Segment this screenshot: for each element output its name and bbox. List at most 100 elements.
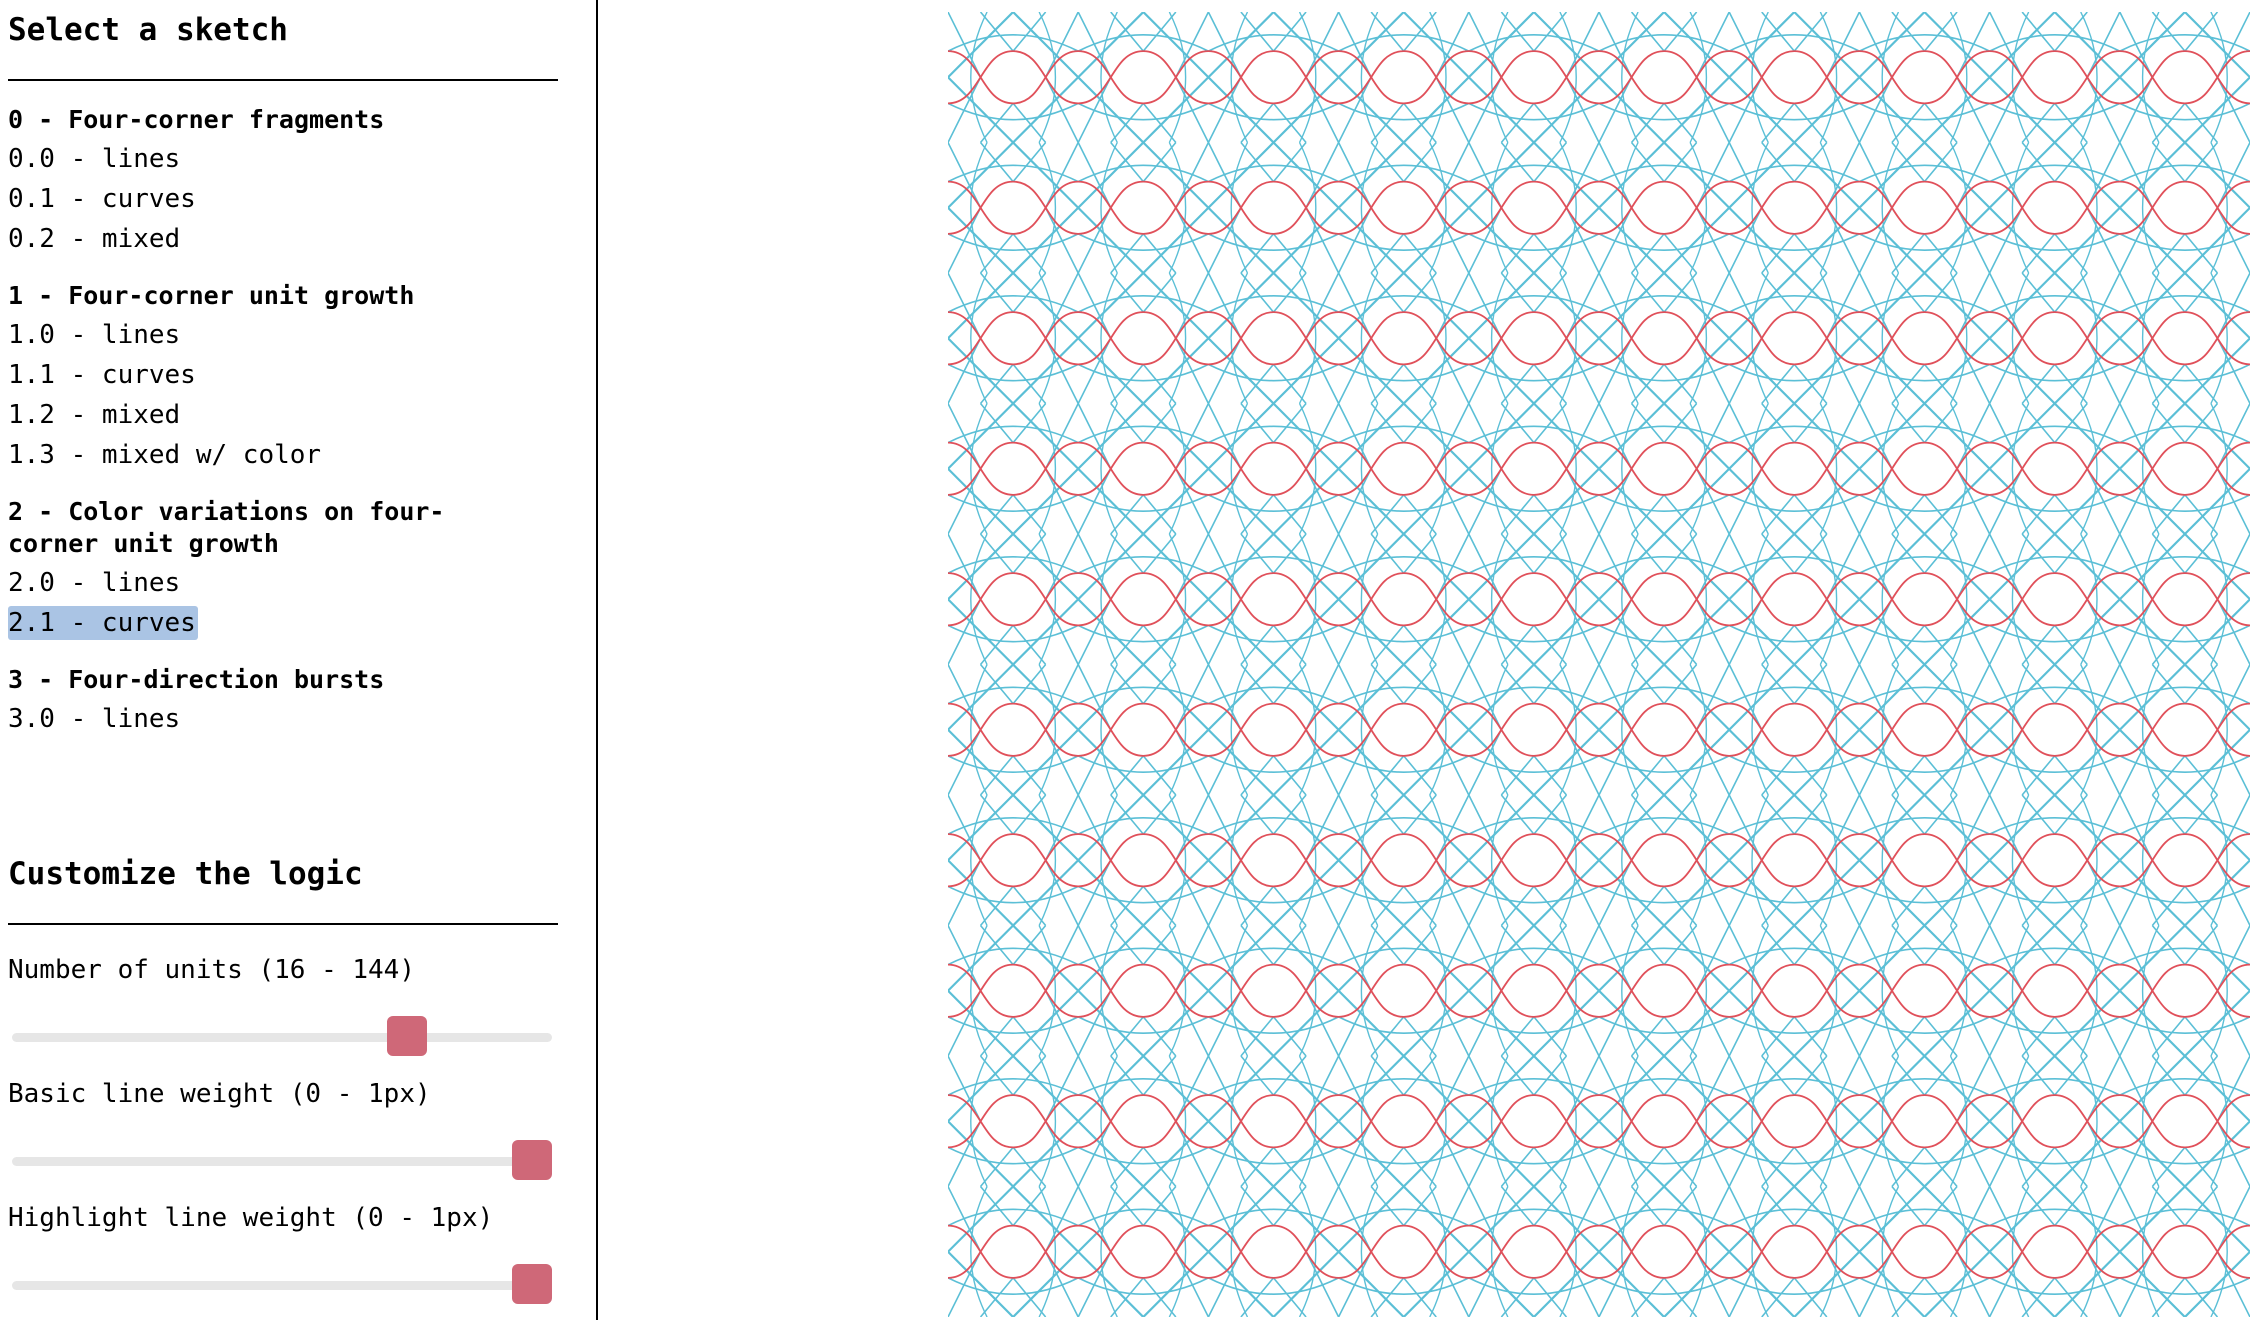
pattern-spike	[1761, 363, 1828, 405]
pattern-curve	[1989, 34, 2121, 52]
pattern-spike	[1207, 664, 1242, 796]
sketch-item-1-0[interactable]: 1.0 - lines	[8, 320, 181, 350]
pattern-curve	[970, 1055, 988, 1187]
pattern-curve	[1559, 403, 1577, 535]
pattern-curve	[2119, 686, 2250, 705]
pattern-curve	[2210, 1186, 2228, 1317]
pattern-curve	[1077, 556, 1209, 574]
pattern-curve	[2119, 755, 2250, 773]
pattern-spike	[1500, 363, 1568, 405]
sketch-sidebar: Select a sketch 0 - Four-corner fragment…	[0, 0, 598, 1320]
pattern-diamond	[1467, 793, 1601, 927]
pattern-diamond	[1077, 663, 1210, 797]
pattern-spike	[1240, 663, 1307, 705]
highlight-weight-slider[interactable]	[12, 1264, 552, 1304]
pattern-curve	[1989, 885, 2121, 904]
slider-thumb[interactable]	[387, 1016, 427, 1056]
pattern-curve	[1490, 794, 1509, 926]
pattern-curve	[948, 947, 1079, 966]
pattern-spike	[1044, 794, 1079, 926]
pattern-curve	[1338, 363, 1470, 382]
pattern-diamond	[1337, 1185, 1470, 1317]
pattern-spike	[1370, 1185, 1437, 1227]
highlight-wave	[948, 572, 2250, 627]
pattern-curve	[1621, 1186, 1639, 1317]
pattern-curve	[1989, 755, 2121, 773]
pattern-curve	[1429, 12, 1447, 143]
pattern-diamond	[1597, 793, 1731, 927]
pattern-spike	[2151, 494, 2219, 535]
pattern-curve	[1621, 403, 1639, 535]
pattern-curve	[1819, 142, 1838, 274]
pattern-curve	[2080, 403, 2098, 535]
pattern-curve	[1338, 755, 1470, 773]
pattern-spike	[1175, 403, 1210, 535]
group-title-3: 3 - Four-direction bursts	[8, 665, 385, 694]
pattern-curve	[1168, 1055, 1187, 1187]
basic-weight-slider[interactable]	[12, 1140, 552, 1180]
pattern-curve	[1621, 142, 1639, 274]
slider-track[interactable]	[12, 1157, 552, 1166]
sketch-item-2-0[interactable]: 2.0 - lines	[8, 568, 181, 598]
pattern-spike	[1370, 663, 1437, 705]
sketch-item-1-1[interactable]: 1.1 - curves	[8, 360, 196, 390]
sketch-item-1-2[interactable]: 1.2 - mixed	[8, 400, 181, 430]
pattern-curve	[1819, 1055, 1838, 1187]
pattern-spike	[1891, 755, 1958, 796]
pattern-curve	[1621, 533, 1639, 665]
pattern-diamond	[1988, 924, 2121, 1058]
pattern-curve	[1859, 817, 1990, 835]
pattern-curve	[1751, 272, 1769, 404]
pattern-curve	[1208, 1016, 1339, 1034]
pattern-curve	[1100, 272, 1118, 404]
sketch-item-2-1-selected[interactable]: 2.1 - curves	[8, 606, 198, 640]
pattern-spike	[1468, 403, 1503, 535]
pattern-diamond	[948, 12, 1080, 144]
slider-thumb[interactable]	[512, 1140, 552, 1180]
pattern-curve	[1728, 363, 1860, 382]
pattern-curve	[1298, 1186, 1317, 1317]
pattern-spike	[2151, 1016, 2219, 1057]
pattern-spike	[1565, 794, 1600, 926]
pattern-curve	[1077, 686, 1209, 705]
pattern-diamond	[1597, 663, 1731, 797]
pattern-spike	[2216, 1055, 2250, 1187]
pattern-spike	[1110, 533, 1177, 574]
sketch-item-1-3[interactable]: 1.3 - mixed w/ color	[8, 440, 322, 470]
pattern-curve	[948, 1146, 1079, 1165]
pattern-curve	[1598, 885, 1730, 904]
slider-thumb[interactable]	[512, 1264, 552, 1304]
units-slider[interactable]	[12, 1016, 552, 1056]
pattern-curve	[1038, 533, 1057, 665]
pattern-spike	[2119, 925, 2154, 1057]
pattern-spike	[1077, 403, 1112, 535]
slider-track[interactable]	[12, 1033, 552, 1042]
pattern-diamond	[1728, 271, 1861, 405]
pattern-spike	[1435, 794, 1470, 926]
pattern-curve	[1819, 664, 1838, 796]
sketch-item-0-0[interactable]: 0.0 - lines	[8, 144, 181, 174]
sketch-item-0-2[interactable]: 0.2 - mixed	[8, 224, 181, 254]
pattern-diamond	[1077, 532, 1210, 666]
pattern-spike	[1988, 1055, 2023, 1187]
pattern-curve	[1298, 1055, 1317, 1187]
slider-track[interactable]	[12, 1281, 552, 1290]
pattern-spike	[1337, 925, 1372, 1057]
pattern-spike	[2216, 794, 2250, 926]
pattern-curve	[1298, 403, 1317, 535]
pattern-curve	[2011, 925, 2030, 1057]
pattern-curve	[1728, 233, 1860, 251]
pattern-diamond	[2118, 141, 2250, 275]
pattern-spike	[1435, 12, 1470, 143]
pattern-spike	[1240, 1016, 1307, 1057]
sketch-item-3-0[interactable]: 3.0 - lines	[8, 704, 181, 734]
pattern-spike	[1207, 272, 1242, 404]
pattern-curve	[1728, 102, 1860, 121]
pattern-diamond	[1597, 532, 1731, 666]
pattern-spike	[1988, 272, 2023, 404]
pattern-spike	[2119, 12, 2154, 143]
pattern-curve	[1168, 1186, 1187, 1317]
pattern-curve	[1989, 1016, 2121, 1034]
sketch-item-0-1[interactable]: 0.1 - curves	[8, 184, 196, 214]
pattern-spike	[1370, 1146, 1437, 1188]
